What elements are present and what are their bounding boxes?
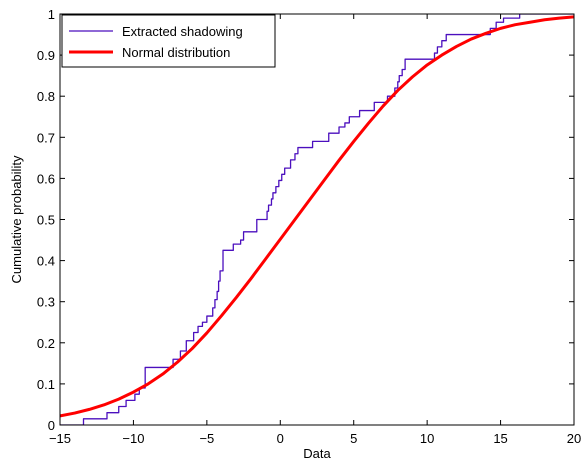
legend-box — [61, 14, 276, 68]
plot-frame — [59, 13, 575, 426]
y-tick-label: 0.8 — [37, 89, 55, 104]
y-tick-label: 0.1 — [37, 377, 55, 392]
x-tick-label: −15 — [49, 431, 71, 446]
legend-label-normal-distribution: Normal distribution — [122, 45, 230, 60]
x-axis-title: Data — [303, 446, 331, 461]
y-tick-label: 0.3 — [37, 295, 55, 310]
x-tick-label: 20 — [567, 431, 581, 446]
x-tick-label: −5 — [199, 431, 214, 446]
legend: Extracted shadowing Normal distribution — [61, 14, 276, 68]
x-tick-label: 5 — [350, 431, 357, 446]
plot-area — [60, 14, 574, 425]
legend-label-extracted-shadowing: Extracted shadowing — [122, 24, 243, 39]
series-line-extracted-shadowing — [60, 14, 574, 425]
y-tick-label: 0 — [48, 418, 55, 433]
y-tick-label: 0.6 — [37, 171, 55, 186]
y-tick-label: 0.9 — [37, 48, 55, 63]
series-line-normal-distribution — [60, 15, 574, 418]
tick-labels: −15 −10 −5 0 5 10 15 20 0 0.1 0.2 0.3 0.4 0.5 0.6 0.7 0.… — [37, 7, 581, 446]
y-axis-title: Cumulative probability — [9, 155, 24, 283]
x-tick-label: −10 — [122, 431, 144, 446]
y-tick-label: 1 — [48, 7, 55, 22]
series-layer — [60, 14, 574, 425]
x-tick-label: 10 — [420, 431, 434, 446]
y-tick-label: 0.4 — [37, 254, 55, 269]
y-tick-label: 0.7 — [37, 130, 55, 145]
y-tick-label: 0.5 — [37, 213, 55, 228]
x-tick-label: 15 — [493, 431, 507, 446]
x-tick-label: 0 — [277, 431, 284, 446]
y-tick-label: 0.2 — [37, 336, 55, 351]
